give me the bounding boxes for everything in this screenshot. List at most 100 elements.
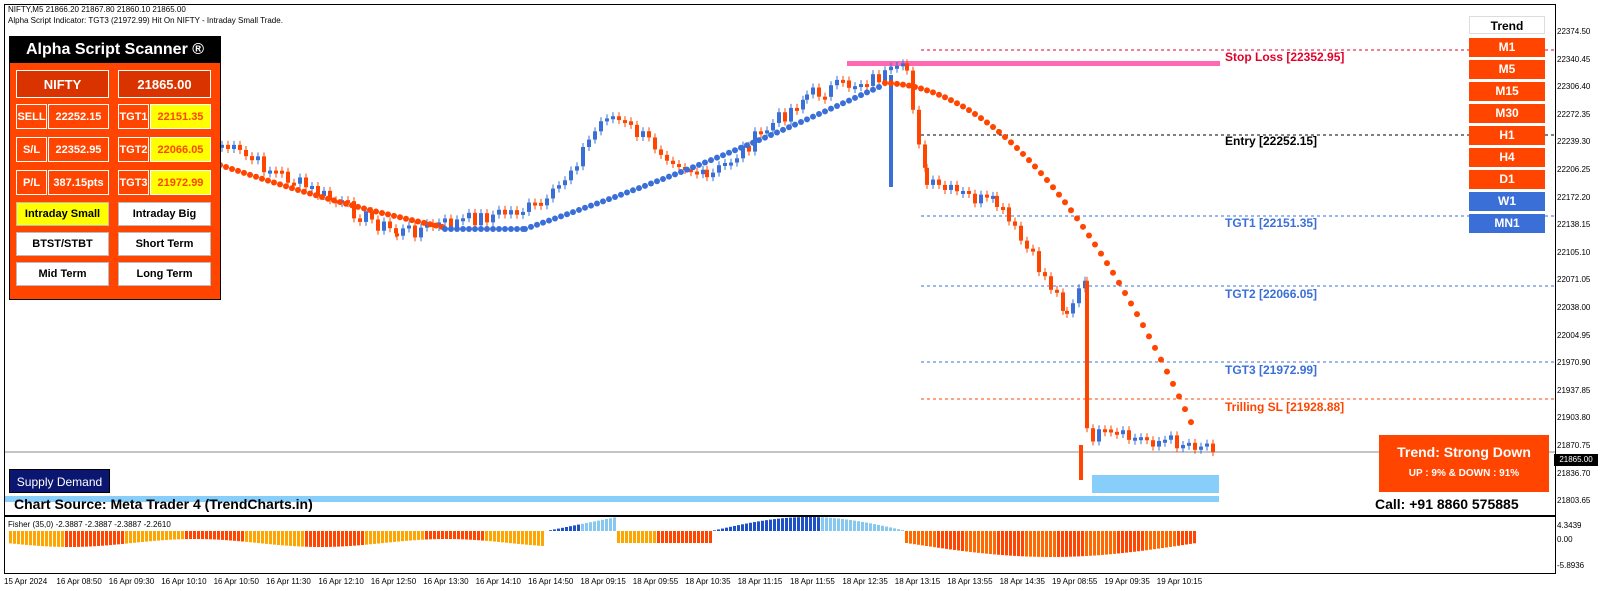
candle-body [1079, 445, 1083, 480]
trend-dot [472, 226, 478, 232]
fisher-bar [1037, 531, 1040, 557]
trend-dot [415, 218, 421, 225]
trend-dot [1146, 333, 1152, 340]
sell-value: 22252.15 [48, 104, 109, 129]
price-axis-label: 22374.50 [1557, 27, 1591, 36]
trend-dot [984, 119, 990, 126]
btst-stbt-button[interactable]: BTST/STBT [16, 232, 109, 256]
fisher-bar [1005, 531, 1008, 556]
trend-dot [636, 185, 642, 192]
candle-body [268, 170, 272, 174]
time-axis-label: 19 Apr 09:35 [1104, 577, 1150, 586]
candle-body [509, 210, 513, 215]
candle-body [238, 144, 242, 150]
fisher-bar [961, 531, 964, 551]
candle-body [711, 172, 715, 178]
fisher-bar [921, 531, 924, 546]
candle-body [497, 209, 501, 215]
timeframe-h4-button[interactable]: H4 [1469, 148, 1545, 167]
candle-body [701, 169, 705, 175]
candle-body [1103, 429, 1107, 433]
candle-body [717, 165, 721, 173]
fisher-bar [913, 531, 916, 545]
fisher-bar [713, 530, 716, 531]
short-term-button[interactable]: Short Term [118, 232, 211, 256]
price-axis-label: 22306.40 [1557, 82, 1591, 92]
trend-dot [780, 126, 786, 133]
fisher-bar [629, 531, 632, 543]
candle-body [889, 75, 893, 187]
fisher-bar [225, 531, 228, 541]
fisher-bar [65, 531, 68, 547]
candle-body [877, 74, 881, 83]
fisher-bar [1093, 531, 1096, 556]
fisher-bar [453, 531, 456, 540]
candle-body [515, 210, 519, 215]
fisher-bar [1069, 531, 1072, 557]
candle-body [256, 156, 260, 161]
trend-dot [313, 192, 319, 199]
trend-dot [1128, 300, 1134, 307]
candle-body [1031, 248, 1035, 252]
time-axis-label: 16 Apr 10:50 [213, 577, 259, 586]
timeframe-m30-button[interactable]: M30 [1469, 104, 1545, 123]
fisher-bar [853, 520, 856, 531]
fisher-bar [401, 531, 404, 542]
fisher-bar [241, 531, 244, 542]
candle-body [485, 213, 489, 223]
fisher-bar [905, 531, 908, 543]
fisher-bar [733, 525, 736, 531]
fisher-bar [773, 519, 776, 531]
intraday-small-button[interactable]: Intraday Small [16, 202, 109, 226]
fisher-indicator-frame[interactable] [4, 516, 1556, 574]
time-axis-label: 19 Apr 10:15 [1156, 577, 1203, 586]
time-axis-label: 18 Apr 11:15 [737, 577, 783, 586]
fisher-bar [781, 518, 784, 531]
fisher-bar [97, 531, 100, 546]
mid-term-button[interactable]: Mid Term [16, 262, 109, 286]
fisher-axis-bottom: -5.8936 [1557, 561, 1585, 570]
sell-label: SELL [16, 104, 47, 129]
price-axis-label: 22071.05 [1557, 275, 1591, 285]
fisher-bar [1053, 531, 1056, 557]
trend-dot [355, 203, 361, 210]
trend-dot [343, 200, 349, 207]
timeframe-h1-button[interactable]: H1 [1469, 126, 1545, 145]
price-chart[interactable] [5, 5, 1556, 516]
trend-dot [1134, 311, 1140, 318]
fisher-bar [705, 531, 708, 543]
fisher-bar [669, 531, 672, 543]
main-chart-frame[interactable] [4, 4, 1556, 516]
fisher-bar [901, 530, 904, 531]
candle-body [491, 214, 495, 223]
timeframe-d1-button[interactable]: D1 [1469, 170, 1545, 189]
timeframe-m1-button[interactable]: M1 [1469, 38, 1545, 57]
candle-body [979, 194, 983, 204]
candle-body [310, 186, 314, 190]
trend-dot [391, 212, 397, 219]
trend-dot [942, 94, 948, 101]
candle-body [771, 122, 775, 131]
fisher-bar [217, 531, 220, 540]
candle-body [1071, 303, 1075, 314]
fisher-bar [109, 531, 112, 546]
fisher-bar [949, 531, 952, 550]
candle-body [1065, 310, 1069, 314]
supply-demand-button[interactable]: Supply Demand [9, 469, 110, 493]
candle-body [1121, 430, 1125, 435]
candle-body [1091, 428, 1095, 442]
trend-dot [606, 196, 612, 203]
long-term-button[interactable]: Long Term [118, 262, 211, 286]
timeframe-w1-button[interactable]: W1 [1469, 192, 1545, 211]
candle-body [587, 139, 591, 147]
fisher-bar [289, 531, 292, 546]
fisher-indicator-label: Fisher (35,0) -2.3887 -2.3887 -2.3887 -2… [8, 520, 171, 529]
fisher-bar [553, 529, 556, 531]
timeframe-m15-button[interactable]: M15 [1469, 82, 1545, 101]
timeframe-mn1-button[interactable]: MN1 [1469, 214, 1545, 233]
fisher-bar [393, 531, 396, 542]
timeframe-m5-button[interactable]: M5 [1469, 60, 1545, 79]
intraday-big-button[interactable]: Intraday Big [118, 202, 211, 226]
candle-body [364, 211, 368, 222]
fisher-bar [233, 531, 236, 541]
